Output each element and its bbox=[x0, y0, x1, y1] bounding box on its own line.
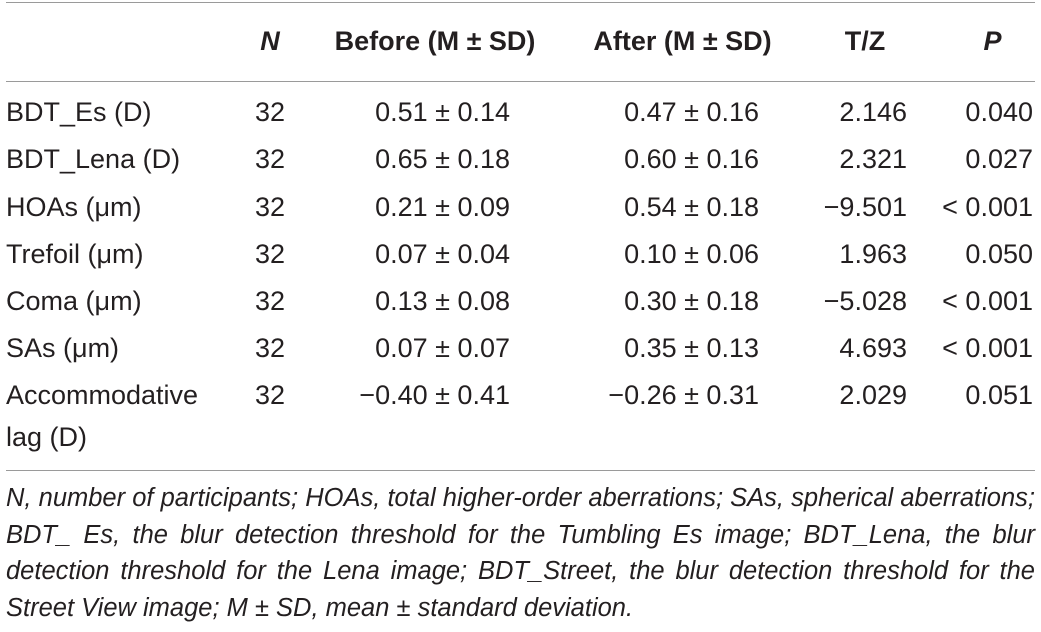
cell-n: 32 bbox=[254, 333, 286, 363]
cell-p: < 0.001 bbox=[942, 286, 1033, 316]
row-label: BDT_Lena (D) bbox=[6, 144, 181, 174]
cell-tz: −5.028 bbox=[823, 286, 907, 316]
cell-before: 0.51 ± 0.14 bbox=[375, 97, 510, 127]
row-label: BDT_Es (D) bbox=[6, 97, 152, 127]
cell-tz: 1.963 bbox=[839, 239, 907, 269]
cell-before: 0.65 ± 0.18 bbox=[375, 144, 510, 174]
cell-after: 0.35 ± 0.13 bbox=[624, 333, 759, 363]
row-label: Trefoil (μm) bbox=[6, 239, 144, 269]
cell-n: 32 bbox=[254, 239, 286, 269]
cell-p: 0.050 bbox=[965, 239, 1033, 269]
cell-tz: −9.501 bbox=[823, 192, 907, 222]
cell-p: 0.051 bbox=[965, 380, 1033, 410]
cell-before: 0.13 ± 0.08 bbox=[375, 286, 510, 316]
cell-before: −0.40 ± 0.41 bbox=[359, 380, 510, 410]
cell-tz: 2.321 bbox=[839, 144, 907, 174]
cell-after: 0.54 ± 0.18 bbox=[624, 192, 759, 222]
table-bottom-rule bbox=[6, 470, 1035, 471]
cell-p: 0.027 bbox=[965, 144, 1033, 174]
cell-p: < 0.001 bbox=[942, 333, 1033, 363]
cell-n: 32 bbox=[254, 286, 286, 316]
cell-tz: 2.146 bbox=[839, 97, 907, 127]
cell-tz: 4.693 bbox=[839, 333, 907, 363]
cell-n: 32 bbox=[254, 380, 286, 410]
row-label: HOAs (μm) bbox=[6, 192, 142, 222]
row-label: SAs (μm) bbox=[6, 333, 120, 363]
cell-before: 0.07 ± 0.04 bbox=[375, 239, 510, 269]
row-label-line1: Accommodative bbox=[6, 380, 199, 410]
cell-n: 32 bbox=[254, 192, 286, 222]
cell-tz: 2.029 bbox=[839, 380, 907, 410]
cell-before: 0.07 ± 0.07 bbox=[375, 333, 510, 363]
cell-after: 0.30 ± 0.18 bbox=[624, 286, 759, 316]
cell-p: < 0.001 bbox=[942, 192, 1033, 222]
row-label-line2: lag (D) bbox=[6, 422, 88, 452]
cell-after: 0.60 ± 0.16 bbox=[624, 144, 759, 174]
table-top-rule bbox=[6, 2, 1035, 3]
cell-p: 0.040 bbox=[965, 97, 1033, 127]
header-p: P bbox=[983, 26, 1002, 56]
header-tz: T/Z bbox=[844, 26, 886, 56]
row-label: Coma (μm) bbox=[6, 286, 142, 316]
header-n: N bbox=[260, 26, 280, 56]
cell-n: 32 bbox=[254, 97, 286, 127]
header-before: Before (M ± SD) bbox=[334, 26, 536, 56]
cell-n: 32 bbox=[254, 144, 286, 174]
table-header-rule bbox=[6, 81, 1035, 82]
cell-after: −0.26 ± 0.31 bbox=[608, 380, 759, 410]
header-after: After (M ± SD) bbox=[593, 26, 772, 56]
cell-before: 0.21 ± 0.09 bbox=[375, 192, 510, 222]
cell-after: 0.47 ± 0.16 bbox=[624, 97, 759, 127]
cell-after: 0.10 ± 0.06 bbox=[624, 239, 759, 269]
table-footnote: N, number of participants; HOAs, total h… bbox=[6, 484, 1035, 622]
